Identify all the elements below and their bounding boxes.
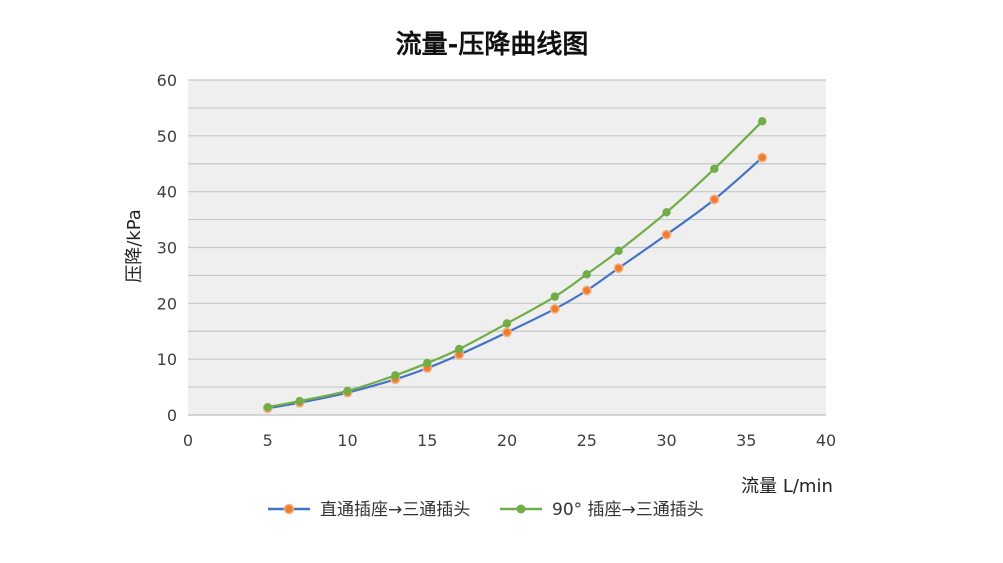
data-point [581, 285, 592, 296]
x-tick-label: 10 [337, 431, 357, 450]
data-point [710, 164, 719, 173]
y-tick-label: 40 [157, 183, 177, 202]
y-tick-label: 20 [157, 294, 177, 313]
data-point [549, 303, 560, 314]
legend-marker-2 [516, 504, 526, 514]
legend-label-1: 直通插座→三通插头 [320, 500, 470, 520]
y-tick-label: 60 [157, 71, 177, 90]
data-point [757, 152, 768, 163]
x-tick-label: 40 [816, 431, 836, 450]
y-tick-label: 30 [157, 239, 177, 258]
x-tick-label: 0 [183, 431, 193, 450]
legend: 直通插座→三通插头 90° 插座→三通插头 [268, 500, 704, 520]
x-tick-label: 15 [417, 431, 437, 450]
x-axis-label: 流量 L/min [741, 476, 833, 497]
data-point [758, 117, 767, 126]
data-point [661, 229, 672, 240]
y-axis-label: 压降/kPa [124, 209, 145, 283]
x-tick-label: 35 [736, 431, 756, 450]
data-point [454, 344, 464, 354]
data-point [343, 386, 352, 396]
data-point [582, 270, 591, 279]
x-tick-label: 20 [497, 431, 517, 450]
chart-title: 流量-压降曲线图 [396, 30, 589, 60]
y-tick-label: 50 [157, 127, 177, 146]
x-tick-label: 5 [263, 431, 273, 450]
y-axis-ticks: 0 10 20 30 40 50 60 [157, 71, 177, 425]
data-point [263, 402, 272, 412]
legend-label-2: 90° 插座→三通插头 [552, 500, 704, 520]
data-point [391, 371, 400, 380]
y-tick-label: 0 [167, 406, 177, 425]
data-point [614, 246, 623, 256]
y-tick-label: 10 [157, 350, 177, 369]
data-point [709, 194, 720, 205]
data-point [613, 263, 624, 274]
data-point [423, 358, 432, 368]
series-group [262, 117, 768, 414]
x-tick-label: 25 [577, 431, 597, 450]
x-tick-label: 30 [656, 431, 676, 450]
data-point [295, 396, 304, 406]
data-point [550, 292, 560, 301]
x-axis-ticks: 0 5 10 15 20 25 30 35 40 [183, 431, 836, 450]
data-point [662, 208, 671, 217]
legend-marker-1 [283, 503, 295, 515]
data-point [502, 319, 512, 328]
data-point [502, 327, 512, 338]
